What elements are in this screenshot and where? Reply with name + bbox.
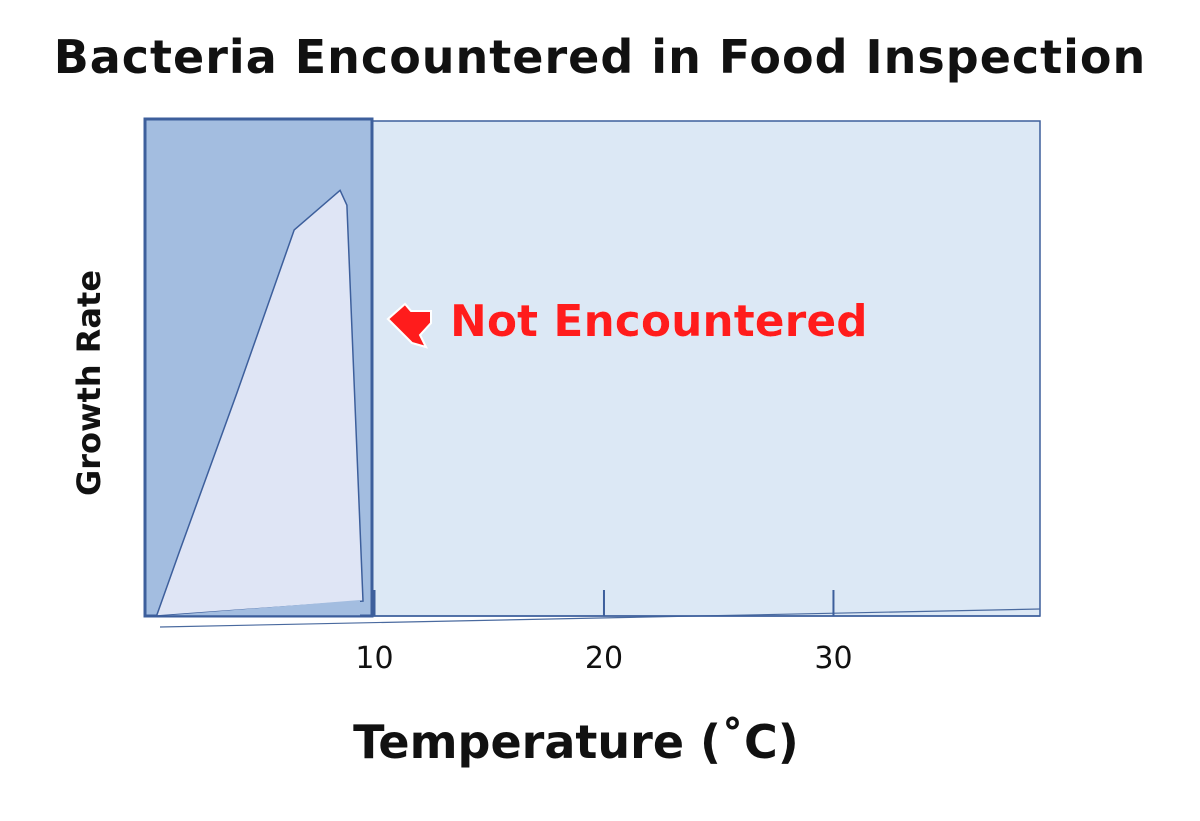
annotation: Not Encountered — [386, 296, 868, 349]
chart-title: Bacteria Encountered in Food Inspection — [53, 30, 1147, 84]
x-tick-label: 10 — [355, 641, 393, 676]
baseline-trail — [160, 600, 360, 616]
growth-curve — [155, 189, 364, 617]
red-arrow-icon — [386, 302, 432, 349]
baseline-trail-line — [159, 608, 1041, 628]
annotation-text: Not Encountered — [450, 296, 868, 347]
x-tick-label: 30 — [814, 641, 852, 676]
y-axis-title: Growth Rate — [70, 270, 108, 496]
x-tick-label: 20 — [585, 641, 623, 676]
x-axis-title: Temperature (˚C) — [353, 715, 799, 769]
